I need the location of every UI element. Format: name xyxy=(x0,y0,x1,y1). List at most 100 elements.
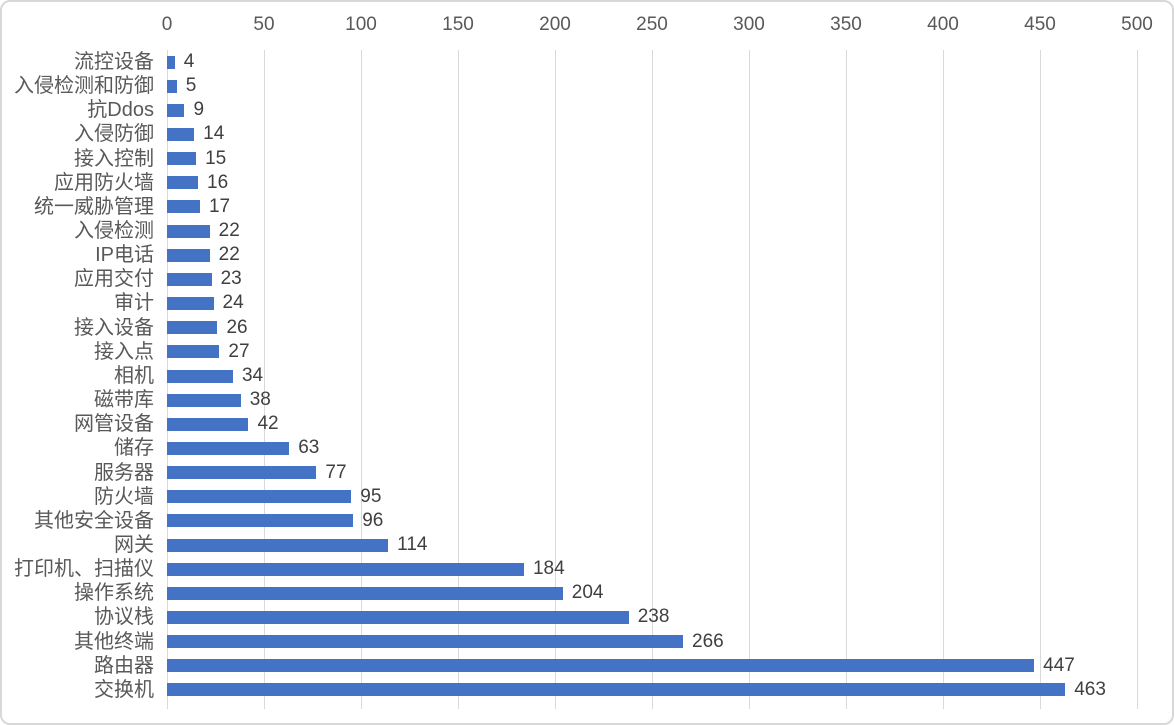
x-axis-tick-label: 100 xyxy=(345,14,377,35)
category-label: 接入控制 xyxy=(74,147,154,170)
category-label: 网管设备 xyxy=(74,413,154,436)
bar xyxy=(167,369,233,383)
x-axis-tick-label: 50 xyxy=(253,14,275,35)
data-label: 63 xyxy=(298,437,320,459)
axis-tick-mark xyxy=(1040,702,1041,709)
data-label: 4 xyxy=(183,51,195,72)
data-label: 184 xyxy=(532,558,565,580)
data-label: 23 xyxy=(220,268,242,290)
bar xyxy=(167,683,1066,697)
category-label: IP电话 xyxy=(95,244,154,267)
bar xyxy=(167,393,241,407)
category-label: 审计 xyxy=(114,292,154,315)
gridline xyxy=(555,50,556,702)
axis-tick-mark xyxy=(749,702,750,709)
axis-tick-mark xyxy=(943,702,944,709)
category-label: 接入点 xyxy=(94,340,154,363)
bar xyxy=(167,441,290,455)
category-label: 路由器 xyxy=(94,654,154,677)
category-label: 服务器 xyxy=(94,461,154,484)
category-label: 入侵防御 xyxy=(74,123,154,146)
data-label: 9 xyxy=(193,99,205,121)
axis-tick-mark xyxy=(1137,702,1138,709)
x-axis-tick-label: 300 xyxy=(733,14,765,35)
axis-tick-mark xyxy=(652,702,653,709)
category-label: 其他终端 xyxy=(74,630,154,653)
bar xyxy=(167,659,1035,673)
gridline xyxy=(361,50,362,702)
bar xyxy=(167,562,524,576)
bar xyxy=(167,297,214,311)
category-label: 流控设备 xyxy=(74,51,154,73)
bar xyxy=(167,79,177,93)
gridline xyxy=(749,50,750,702)
category-label: 统一威胁管理 xyxy=(34,195,154,218)
category-label: 相机 xyxy=(114,364,154,387)
data-label: 95 xyxy=(360,485,382,507)
gridline xyxy=(652,50,653,702)
data-label: 26 xyxy=(226,316,248,338)
bar xyxy=(167,272,212,286)
bar xyxy=(167,610,629,624)
category-label: 磁带库 xyxy=(94,389,154,412)
data-label: 17 xyxy=(208,195,231,217)
gridline xyxy=(943,50,944,702)
data-label: 204 xyxy=(571,582,604,604)
bar xyxy=(167,103,185,117)
data-label: 96 xyxy=(362,509,384,531)
category-label: 交换机 xyxy=(94,678,154,701)
x-axis-tick-label: 400 xyxy=(927,14,959,35)
data-label: 27 xyxy=(228,340,250,362)
bar xyxy=(167,514,354,528)
axis-tick-mark xyxy=(167,702,168,709)
data-label: 15 xyxy=(205,147,227,169)
category-label: 应用防火墙 xyxy=(54,171,154,194)
bar xyxy=(167,128,195,142)
bar xyxy=(167,586,563,600)
bar xyxy=(167,321,218,335)
category-label: 协议栈 xyxy=(94,606,154,629)
category-label: 抗Ddos xyxy=(87,99,154,122)
category-label: 打印机、扫描仪 xyxy=(14,558,154,581)
category-label: 入侵检测 xyxy=(74,220,154,243)
axis-tick-mark xyxy=(555,702,556,709)
data-label: 447 xyxy=(1043,654,1075,676)
x-axis-tick-label: 500 xyxy=(1121,14,1153,35)
axis-tick-mark xyxy=(264,702,265,709)
data-label: 266 xyxy=(692,630,724,652)
axis-tick-mark xyxy=(846,702,847,709)
data-label: 34 xyxy=(241,364,264,386)
bar xyxy=(167,345,220,359)
bar xyxy=(167,55,175,69)
gridline xyxy=(1040,50,1041,702)
x-axis-tick-label: 150 xyxy=(442,14,474,35)
gridline xyxy=(846,50,847,702)
bar xyxy=(167,466,317,480)
category-label: 接入设备 xyxy=(74,316,154,339)
category-label: 储存 xyxy=(114,437,154,460)
category-label: 防火墙 xyxy=(94,485,154,508)
gridline xyxy=(1137,50,1138,702)
data-label: 38 xyxy=(249,389,271,411)
category-label: 其他安全设备 xyxy=(34,509,154,532)
category-label: 网关 xyxy=(114,533,154,556)
x-axis-tick-label: 350 xyxy=(830,14,862,35)
category-label: 入侵检测和防御 xyxy=(14,75,154,98)
data-label: 77 xyxy=(325,461,347,483)
bar xyxy=(167,538,389,552)
category-label: 应用交付 xyxy=(74,268,154,291)
bar xyxy=(167,176,199,190)
data-label: 463 xyxy=(1074,678,1106,700)
bar xyxy=(167,635,684,649)
data-label: 5 xyxy=(185,75,197,97)
bar xyxy=(167,200,200,214)
data-label: 22 xyxy=(218,244,240,266)
data-label: 14 xyxy=(203,123,225,145)
data-label: 16 xyxy=(207,171,229,193)
category-label: 操作系统 xyxy=(74,582,154,605)
bar xyxy=(167,490,352,504)
data-label: 22 xyxy=(218,220,240,242)
x-axis-tick-label: 450 xyxy=(1024,14,1056,35)
data-label: 42 xyxy=(257,413,279,435)
